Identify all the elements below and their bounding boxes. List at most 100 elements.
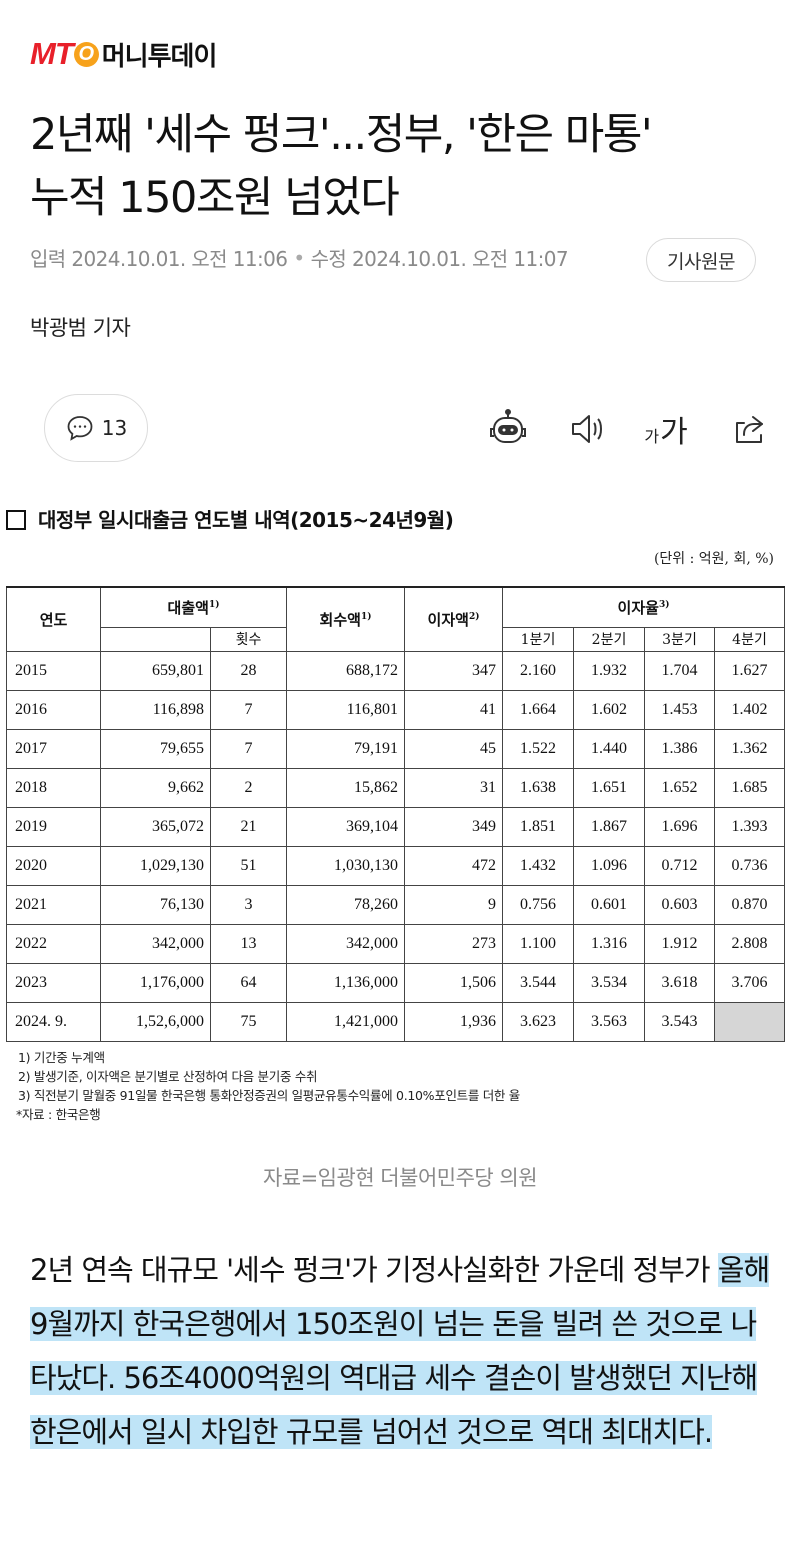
cell-q3: 1.696 xyxy=(644,806,715,847)
table-unit: (단위 : 억원, 회, %) xyxy=(653,551,774,567)
cell-interest: 31 xyxy=(404,767,503,808)
cell-q3: 1.386 xyxy=(644,728,715,769)
article-body: 2년 연속 대규모 '세수 펑크'가 기정사실화한 가운데 정부가 올해 9월까… xyxy=(30,1243,780,1459)
cell-interest: 273 xyxy=(404,923,503,964)
font-big-glyph: 가 xyxy=(660,415,688,450)
cell-loan: 116,898 xyxy=(100,689,211,730)
summary-bot-button[interactable] xyxy=(482,404,534,454)
cell-interest: 41 xyxy=(404,689,503,730)
cell-q1: 0.756 xyxy=(502,884,574,925)
cell-count: 28 xyxy=(210,650,287,691)
meta-separator: • xyxy=(293,245,305,270)
header-repay: 회수액1) xyxy=(286,586,405,652)
header-loan: 대출액1) xyxy=(100,586,287,628)
cell-q3: 1.912 xyxy=(644,923,715,964)
note-2: 2) 발생기준, 이자액은 분기별로 산정하여 다음 분기중 수취 xyxy=(18,1069,318,1084)
cell-q4: 1.362 xyxy=(714,728,785,769)
speaker-icon xyxy=(572,415,602,443)
listen-button[interactable] xyxy=(566,404,610,454)
cell-repay: 1,136,000 xyxy=(286,962,405,1003)
cell-repay: 1,030,130 xyxy=(286,845,405,886)
font-size-button[interactable]: 가가 xyxy=(640,404,692,454)
original-article-button[interactable]: 기사원문 xyxy=(646,238,756,282)
cell-year: 2016 xyxy=(6,689,101,730)
font-small-glyph: 가 xyxy=(644,427,660,446)
cell-q2: 1.602 xyxy=(573,689,645,730)
cell-q4: 1.393 xyxy=(714,806,785,847)
cell-q4: 0.870 xyxy=(714,884,785,925)
cell-q1: 1.100 xyxy=(502,923,574,964)
cell-q2: 0.601 xyxy=(573,884,645,925)
cell-interest: 1,936 xyxy=(404,1001,503,1042)
cell-q3: 0.603 xyxy=(644,884,715,925)
header-q2: 2분기 xyxy=(573,626,645,652)
checkbox-square-icon xyxy=(6,509,26,530)
cell-q2: 3.534 xyxy=(573,962,645,1003)
header-loan-spacer xyxy=(100,626,211,652)
cell-q2: 1.867 xyxy=(573,806,645,847)
cell-interest: 349 xyxy=(404,806,503,847)
cell-q1: 1.522 xyxy=(502,728,574,769)
cell-loan: 1,176,000 xyxy=(100,962,211,1003)
body-text: 2년 연속 대규모 '세수 펑크'가 기정사실화한 가운데 정부가 xyxy=(30,1253,718,1287)
cell-count: 7 xyxy=(210,728,287,769)
table-title: 대정부 일시대출금 연도별 내역(2015~24년9월) xyxy=(6,504,454,533)
cell-repay: 369,104 xyxy=(286,806,405,847)
cell-q1: 3.623 xyxy=(502,1001,574,1042)
cell-q1: 1.432 xyxy=(502,845,574,886)
updated-time: 수정 2024.10.01. 오전 11:07 xyxy=(310,247,569,271)
share-button[interactable] xyxy=(726,404,772,454)
cell-count: 21 xyxy=(210,806,287,847)
loan-history-table: 연도 대출액1) 회수액1) 이자액2) 이자율3) 횟수 1분기 2분기 3분… xyxy=(6,586,785,1042)
cell-q3: 1.652 xyxy=(644,767,715,808)
cell-q3: 1.453 xyxy=(644,689,715,730)
table-row: 2019 365,072 21 369,104 349 1.851 1.867 1.696 1.… xyxy=(6,806,785,847)
cell-q3: 3.618 xyxy=(644,962,715,1003)
cell-loan: 76,130 xyxy=(100,884,211,925)
cell-repay: 116,801 xyxy=(286,689,405,730)
cell-q2: 1.440 xyxy=(573,728,645,769)
header-count: 횟수 xyxy=(210,626,287,652)
cell-q2: 3.563 xyxy=(573,1001,645,1042)
cell-count: 7 xyxy=(210,689,287,730)
cell-year: 2023 xyxy=(6,962,101,1003)
cell-repay: 15,862 xyxy=(286,767,405,808)
comment-count: 13 xyxy=(101,416,128,440)
cell-q3: 0.712 xyxy=(644,845,715,886)
cell-year: 2022 xyxy=(6,923,101,964)
font-size-icon: 가가 xyxy=(644,407,687,451)
header-q1: 1분기 xyxy=(502,626,574,652)
cell-q2: 1.932 xyxy=(573,650,645,691)
cell-q4: 2.808 xyxy=(714,923,785,964)
cell-q1: 2.160 xyxy=(502,650,574,691)
cell-loan: 659,801 xyxy=(100,650,211,691)
cell-loan: 1,52,6,000 xyxy=(100,1001,211,1042)
reporter-name[interactable]: 박광범 기자 xyxy=(30,316,131,340)
article-headline: 2년째 '세수 펑크'...정부, '한은 마통' 누적 150조원 넘었다 xyxy=(30,104,770,230)
table-notes: 1) 기간중 누계액 2) 발생기준, 이자액은 분기별로 산정하여 다음 분기… xyxy=(16,1048,521,1124)
note-3: 3) 직전분기 말월중 91일물 한국은행 통화안정증권의 일평균유통수익률에 … xyxy=(18,1088,521,1103)
cell-year: 2015 xyxy=(6,650,101,691)
header-q3: 3분기 xyxy=(644,626,715,652)
table-row: 2015 659,801 28 688,172 347 2.160 1.932 1.704 1.… xyxy=(6,650,785,691)
cell-q4: 1.627 xyxy=(714,650,785,691)
cell-loan: 9,662 xyxy=(100,767,211,808)
cell-year: 2019 xyxy=(6,806,101,847)
cell-count: 51 xyxy=(210,845,287,886)
article-meta: 입력 2024.10.01. 오전 11:06 • 수정 2024.10.01.… xyxy=(30,243,569,272)
cell-loan: 1,029,130 xyxy=(100,845,211,886)
cell-q2: 1.096 xyxy=(573,845,645,886)
cell-q4 xyxy=(714,1001,785,1042)
cell-interest: 347 xyxy=(404,650,503,691)
cell-count: 3 xyxy=(210,884,287,925)
comment-icon xyxy=(67,416,93,441)
cell-year: 2020 xyxy=(6,845,101,886)
header-interest: 이자액2) xyxy=(404,586,503,652)
cell-interest: 9 xyxy=(404,884,503,925)
cell-year: 2017 xyxy=(6,728,101,769)
cell-repay: 342,000 xyxy=(286,923,405,964)
cell-year: 2018 xyxy=(6,767,101,808)
logo-mark-o: O xyxy=(73,41,99,67)
comment-button[interactable]: 13 xyxy=(44,394,148,462)
site-logo[interactable]: MT O 머니투데이 xyxy=(30,34,217,74)
